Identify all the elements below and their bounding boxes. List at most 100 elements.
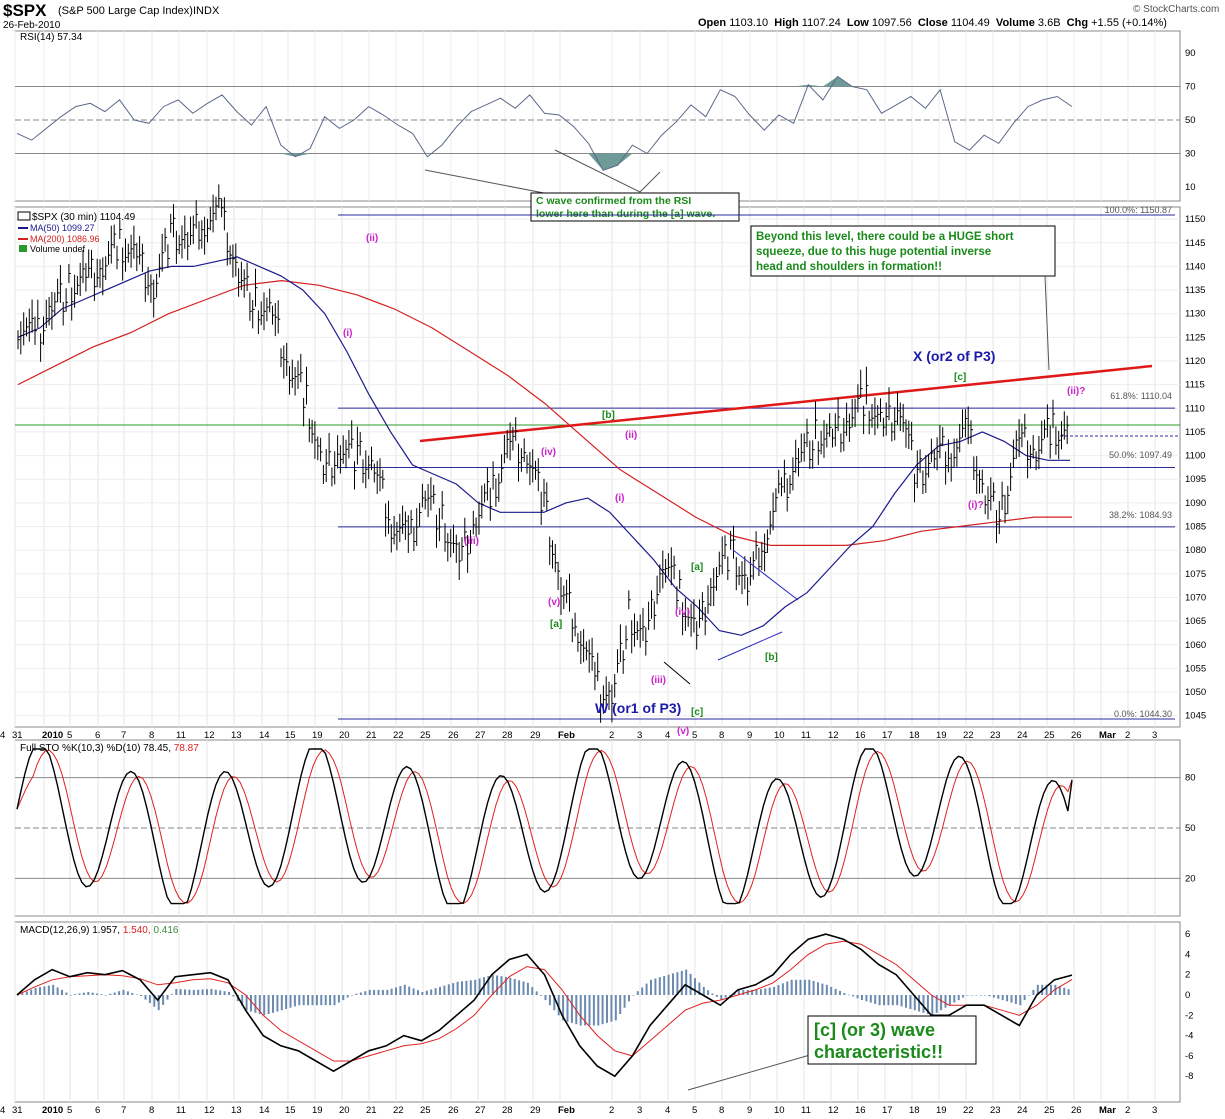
macd-hist-bar	[135, 994, 138, 995]
macd-hist-bar	[223, 991, 226, 995]
macd-hist-bar	[944, 995, 947, 1008]
macd-hist-bar	[777, 985, 780, 995]
macd-hist-bar	[65, 992, 68, 995]
chg-label: Chg	[1066, 17, 1089, 29]
ma200-legend: MA(200) 1086.96	[30, 234, 100, 244]
macd-hist-bar	[812, 981, 815, 995]
macd-hist-bar	[694, 978, 696, 995]
macd-hist-bar	[179, 989, 182, 995]
macd-hist-bar	[689, 973, 692, 995]
macd-hist-bar	[1032, 989, 1035, 995]
macd-hist-bar	[540, 995, 543, 996]
x-tick-label: 15	[285, 1105, 296, 1116]
macd-hist-bar	[830, 986, 833, 995]
sto-tick-label: 80	[1185, 773, 1196, 784]
macd-hist-bar	[526, 982, 529, 995]
macd-hist-bar	[711, 993, 714, 995]
macd-hist-bar	[496, 975, 499, 995]
macd-hist-bar	[953, 995, 956, 1003]
x-tick-label: 25	[420, 1105, 431, 1116]
macd-series	[16, 933, 1073, 1078]
macd-hist-bar	[1036, 984, 1039, 995]
x-tick-label: 18	[909, 730, 920, 741]
macd-hist-bar	[192, 989, 195, 995]
macd-hist-bar	[373, 989, 376, 995]
low-value: 1097.56	[871, 17, 912, 29]
wave-i3-label: (i)?	[968, 500, 984, 511]
macd-hist-bar	[1006, 995, 1009, 1002]
fib-100-label: 100.0%: 1150.87	[1105, 205, 1172, 215]
macd-hist-bar	[298, 995, 301, 1006]
macd-hist-bar	[786, 981, 789, 995]
x-tick-label: 14	[259, 730, 270, 741]
macd-hist-bar	[232, 995, 235, 997]
rsi-annotation-box	[530, 192, 740, 222]
x-tick-label: 9	[747, 730, 752, 741]
x-tick-label: 4	[0, 730, 5, 741]
wave-c1-label: [c]	[691, 707, 703, 718]
x-tick-label: 21	[366, 1105, 377, 1116]
macd-hist-bar	[254, 995, 257, 1013]
macd-hist-bar	[403, 984, 406, 995]
x-tick-label: 12	[828, 1105, 839, 1116]
hs-annotation-line3: head and shoulders in formation!!	[756, 261, 942, 273]
x-tick-label: 5	[67, 730, 72, 741]
x-tick-label: 21	[366, 730, 377, 741]
macd-hist-bar	[131, 993, 134, 995]
macd-hist-bar	[606, 995, 608, 1023]
macd-hist-bar	[878, 995, 881, 1006]
macd-hist-bar	[544, 995, 547, 1001]
macd-hist-bar	[865, 995, 868, 1002]
sto-tick-label: 50	[1185, 823, 1196, 834]
macd-hist-bar	[610, 995, 613, 1022]
macd-hist-bar	[755, 989, 758, 995]
sto-d-series	[16, 749, 1073, 905]
grid	[14, 31, 1180, 1102]
macd-hist-bar	[1023, 995, 1026, 1001]
macd-hist-bar	[21, 993, 24, 995]
x-tick-label: 3	[1152, 1105, 1157, 1116]
macd-hist-bar	[447, 984, 450, 995]
macd-hist-bar	[522, 981, 525, 995]
macd-hist-bar	[984, 995, 987, 996]
macd-hist-bar	[720, 995, 723, 1001]
ma50-series	[17, 256, 1070, 636]
x-tick-label: 24	[1017, 730, 1028, 741]
macd-hist-bar	[214, 989, 217, 995]
macd-hist-bar	[570, 995, 573, 1023]
macd-tick-label: -4	[1185, 1031, 1193, 1042]
macd-hist-bar	[698, 982, 701, 995]
macd-hist-bar	[667, 974, 670, 995]
x-tick-label: 25	[1044, 730, 1055, 741]
macd-hist-bar	[329, 995, 332, 1006]
x-tick-label: 12	[204, 730, 215, 741]
x-axis-bottom: 31 2010 5 6 7 8 11 12 13 14 15 19 20 21 22 25 26 27 28 29 Fe…	[0, 1105, 1157, 1116]
x-tick-label: 27	[475, 730, 486, 741]
macd-hist-bar	[456, 981, 459, 995]
x-tick-label: 17	[882, 730, 893, 741]
price-legend-swatch	[17, 211, 31, 221]
rsi-oversold-fill-2	[573, 153, 662, 171]
macd-hist-bar	[962, 995, 965, 998]
price-tick-label: 1145	[1185, 238, 1205, 249]
price-tick-label: 1120	[1185, 356, 1205, 367]
x-tick-label: 17	[882, 1105, 893, 1116]
wave-c2-label: [c]	[954, 372, 966, 383]
volume-legend: Volume undef	[30, 244, 86, 254]
x-tick-label: 8	[719, 1105, 724, 1116]
wave-iii1-label: (iii)	[464, 536, 479, 547]
macd-annotation-box	[807, 1015, 977, 1065]
macd-hist-bar	[52, 984, 55, 995]
macd-hist-bar	[645, 983, 648, 995]
sto-title: Full STO %K(10,3) %D(10) 78.45, 78.87	[20, 743, 199, 754]
macd-hist-bar	[905, 995, 907, 1008]
x-tick-label: 29	[530, 730, 541, 741]
macd-hist-bar	[887, 995, 890, 1006]
price-tick-label: 1110	[1185, 403, 1205, 414]
x-axis-top: 31 2010 5 6 7 8 11 12 13 14 15 19 20 21 22 25 26 27 28 29 Fe…	[0, 730, 1157, 741]
macd-hist-bar	[56, 987, 59, 995]
macd-hist-bar	[513, 979, 516, 995]
macd-callout-line	[687, 1054, 811, 1091]
triangle-lower-line	[717, 631, 783, 661]
macd-tick-label: -6	[1185, 1051, 1193, 1062]
